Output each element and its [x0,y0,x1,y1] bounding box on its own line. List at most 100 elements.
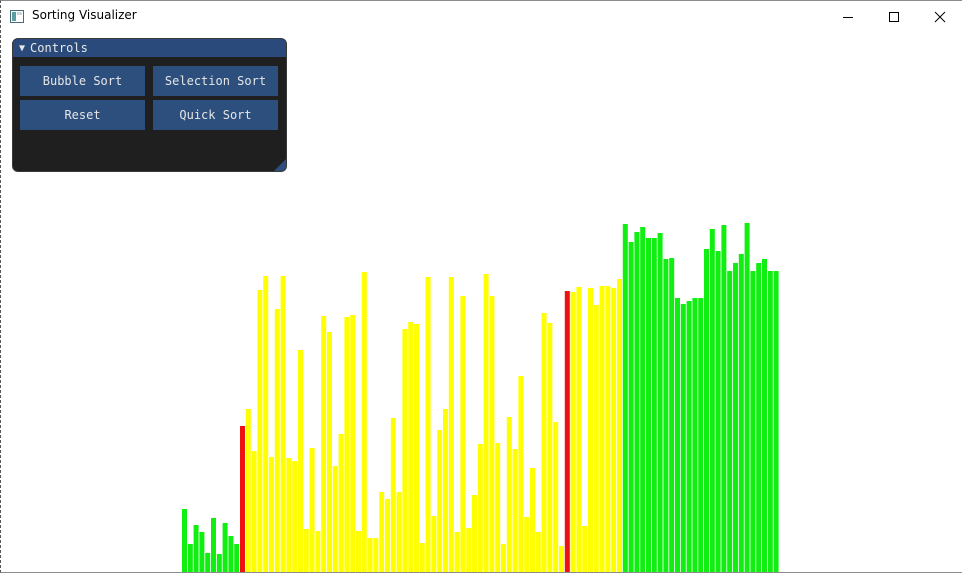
bar [379,492,385,572]
title-bar[interactable]: Sorting Visualizer [2,2,962,31]
bar [205,553,211,572]
bar [576,287,582,572]
bar [762,259,767,572]
bar [727,271,733,572]
bar [338,434,344,572]
bar [472,495,477,572]
bar [385,499,390,572]
bar [356,531,361,572]
bubble-sort-button[interactable]: Bubble Sort [20,66,145,96]
bar [240,426,245,572]
bar [303,529,309,572]
bar [414,324,419,572]
bar [483,274,489,572]
bar [466,528,472,572]
bar [733,263,738,572]
bar [182,509,187,572]
bar [234,544,240,572]
controls-panel[interactable]: ▼ Controls Bubble Sort Selection Sort Re… [12,38,287,172]
bar [193,525,199,572]
bar [686,301,692,572]
reset-button[interactable]: Reset [20,100,145,130]
bar [396,492,402,572]
bar [251,451,257,572]
maximize-button[interactable] [871,2,917,31]
bar [530,468,535,572]
resize-grip-icon[interactable] [274,159,286,171]
close-button[interactable] [917,2,962,31]
bar [599,286,605,572]
minimize-icon [843,16,853,18]
bar [437,430,443,572]
window-title: Sorting Visualizer [32,8,137,22]
app-window-icon [10,10,24,23]
bar [605,286,611,572]
controls-panel-title: Controls [30,41,88,55]
bar [286,458,292,572]
bar [298,350,303,572]
bar [669,258,675,572]
bar [367,538,373,572]
bar [698,298,704,572]
bar [321,316,327,572]
bar [187,544,193,572]
bar [344,317,350,572]
bar [327,332,332,572]
bar [263,276,269,572]
bar [454,532,460,572]
bar [640,227,646,572]
bar [744,223,750,572]
bar [588,288,593,572]
bar [750,271,756,572]
bar [559,546,564,572]
bar [617,279,622,572]
bar [704,249,709,572]
bar [622,224,628,572]
minimize-button[interactable] [825,2,871,31]
bar [564,291,570,572]
bar [315,531,321,572]
bar [547,323,553,572]
bar [495,443,501,572]
bar [535,532,541,572]
bar [425,277,431,572]
bar [628,242,634,572]
bar [361,272,367,572]
bar [512,449,518,572]
bar [477,444,483,572]
bar-chart [182,223,779,572]
bar [489,296,495,572]
bar [651,238,657,572]
triangle-down-icon[interactable]: ▼ [19,42,26,54]
bar [715,251,721,572]
bar [593,305,599,572]
bar [228,536,234,572]
controls-panel-header[interactable]: ▼ Controls [13,39,286,57]
bar [721,225,727,572]
bar [570,292,576,572]
bar [460,296,466,572]
bar [332,466,338,572]
bar [675,298,680,572]
bar [756,263,762,572]
bar [611,288,617,572]
selection-sort-button[interactable]: Selection Sort [153,66,278,96]
bar [309,448,315,572]
bar [738,254,744,572]
bar [541,313,547,572]
bar [408,322,414,572]
bar [216,554,222,572]
quick-sort-button[interactable]: Quick Sort [153,100,278,130]
bar [199,532,205,572]
bar [501,544,506,572]
bar [431,516,437,572]
bar [663,259,669,572]
bar [390,418,396,572]
bar [767,271,773,572]
maximize-icon [889,11,899,22]
bar [634,232,640,572]
bar [448,277,454,572]
bar [646,238,651,572]
bar [402,329,408,572]
bar [657,233,663,572]
